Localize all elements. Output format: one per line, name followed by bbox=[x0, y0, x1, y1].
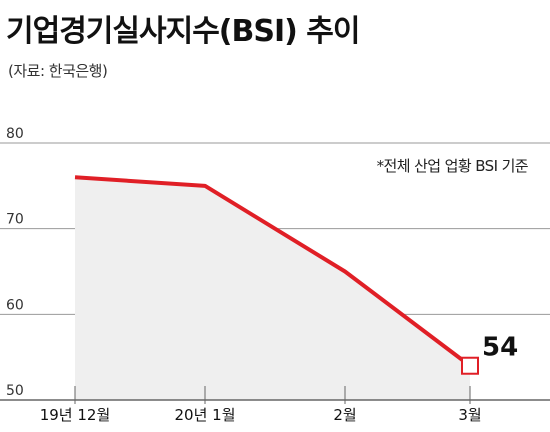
x-tick-label-0: 19년 12월 bbox=[40, 406, 111, 424]
data-markers: 54 bbox=[461, 333, 518, 375]
x-tick-label-1: 20년 1월 bbox=[175, 406, 236, 424]
y-axis-ticks: 50 60 70 80 bbox=[6, 126, 24, 399]
plot-area: 50 60 70 80 54 19년 12월 20년 1월 2월 3월 bbox=[0, 126, 550, 424]
chart-title: 기업경기실사지수(BSI) 추이 bbox=[6, 14, 361, 49]
series-line bbox=[74, 175, 472, 368]
source-note: (자료: 한국은행) bbox=[8, 62, 108, 80]
area-fill bbox=[75, 177, 470, 400]
y-tick-label-50: 50 bbox=[6, 383, 24, 399]
basis-note: *전체 산업 업황 BSI 기준 bbox=[376, 157, 529, 175]
y-tick-label-70: 70 bbox=[6, 212, 24, 228]
data-marker-0 bbox=[461, 356, 479, 375]
data-label-0: 54 bbox=[482, 333, 518, 363]
x-axis-ticks: 19년 12월 20년 1월 2월 3월 bbox=[40, 406, 482, 424]
y-tick-label-60: 60 bbox=[6, 297, 24, 313]
x-tick-label-2: 2월 bbox=[333, 406, 356, 424]
x-tick-label-3: 3월 bbox=[458, 406, 481, 424]
y-tick-label-80: 80 bbox=[6, 126, 24, 142]
x-tick-lines bbox=[74, 386, 471, 404]
